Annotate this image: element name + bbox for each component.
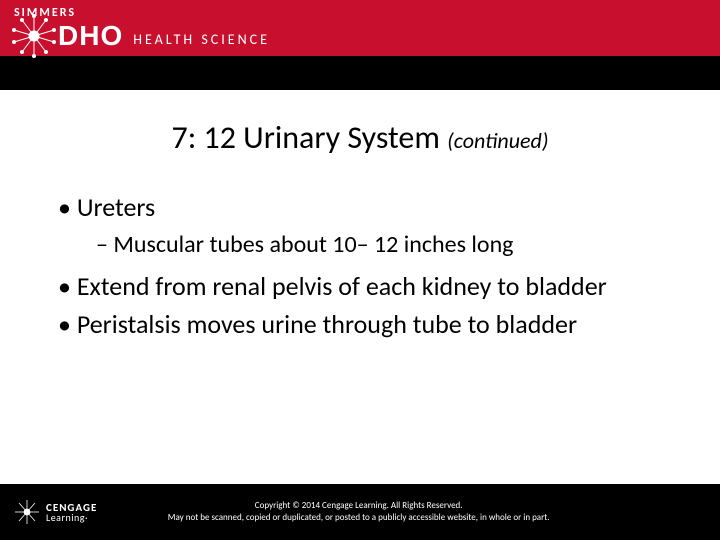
footer-logo-text: CENGAGE Learning·: [46, 502, 97, 523]
copyright-line2: May not be scanned, copied or duplicated…: [97, 512, 620, 524]
learning-label: Learning·: [46, 513, 97, 523]
brand-health-science: HEALTH SCIENCE: [133, 31, 270, 48]
header-bar: SIMMERS: [0, 0, 720, 90]
copyright-line1: Copyright © 2014 Cengage Learning. All R…: [97, 500, 620, 512]
brand-dho: DHO: [58, 20, 123, 52]
bullet-item: Ureters: [50, 191, 670, 224]
title-suffix: (continued): [447, 127, 548, 154]
title-main: 7: 12 Urinary System: [171, 118, 447, 157]
brand-row: DHO HEALTH SCIENCE: [12, 14, 270, 58]
footer-bar: CENGAGE Learning· Copyright © 2014 Cenga…: [0, 484, 720, 540]
header-red-section: SIMMERS: [0, 0, 720, 56]
sub-bullet-item: Muscular tubes about 10– 12 inches long: [50, 230, 670, 260]
slide-body: Ureters Muscular tubes about 10– 12 inch…: [50, 191, 670, 341]
cengage-burst-icon: [14, 499, 40, 525]
slide-content: 7: 12 Urinary System (continued) Ureters…: [0, 90, 720, 341]
footer-copyright: Copyright © 2014 Cengage Learning. All R…: [97, 500, 720, 523]
footer-logo: CENGAGE Learning·: [0, 499, 97, 525]
burst-icon: [12, 14, 56, 58]
header-black-section: [0, 56, 720, 90]
bullet-item: Peristalsis moves urine through tube to …: [50, 308, 670, 341]
bullet-item: Extend from renal pelvis of each kidney …: [50, 270, 670, 303]
slide-title: 7: 12 Urinary System (continued): [50, 118, 670, 157]
